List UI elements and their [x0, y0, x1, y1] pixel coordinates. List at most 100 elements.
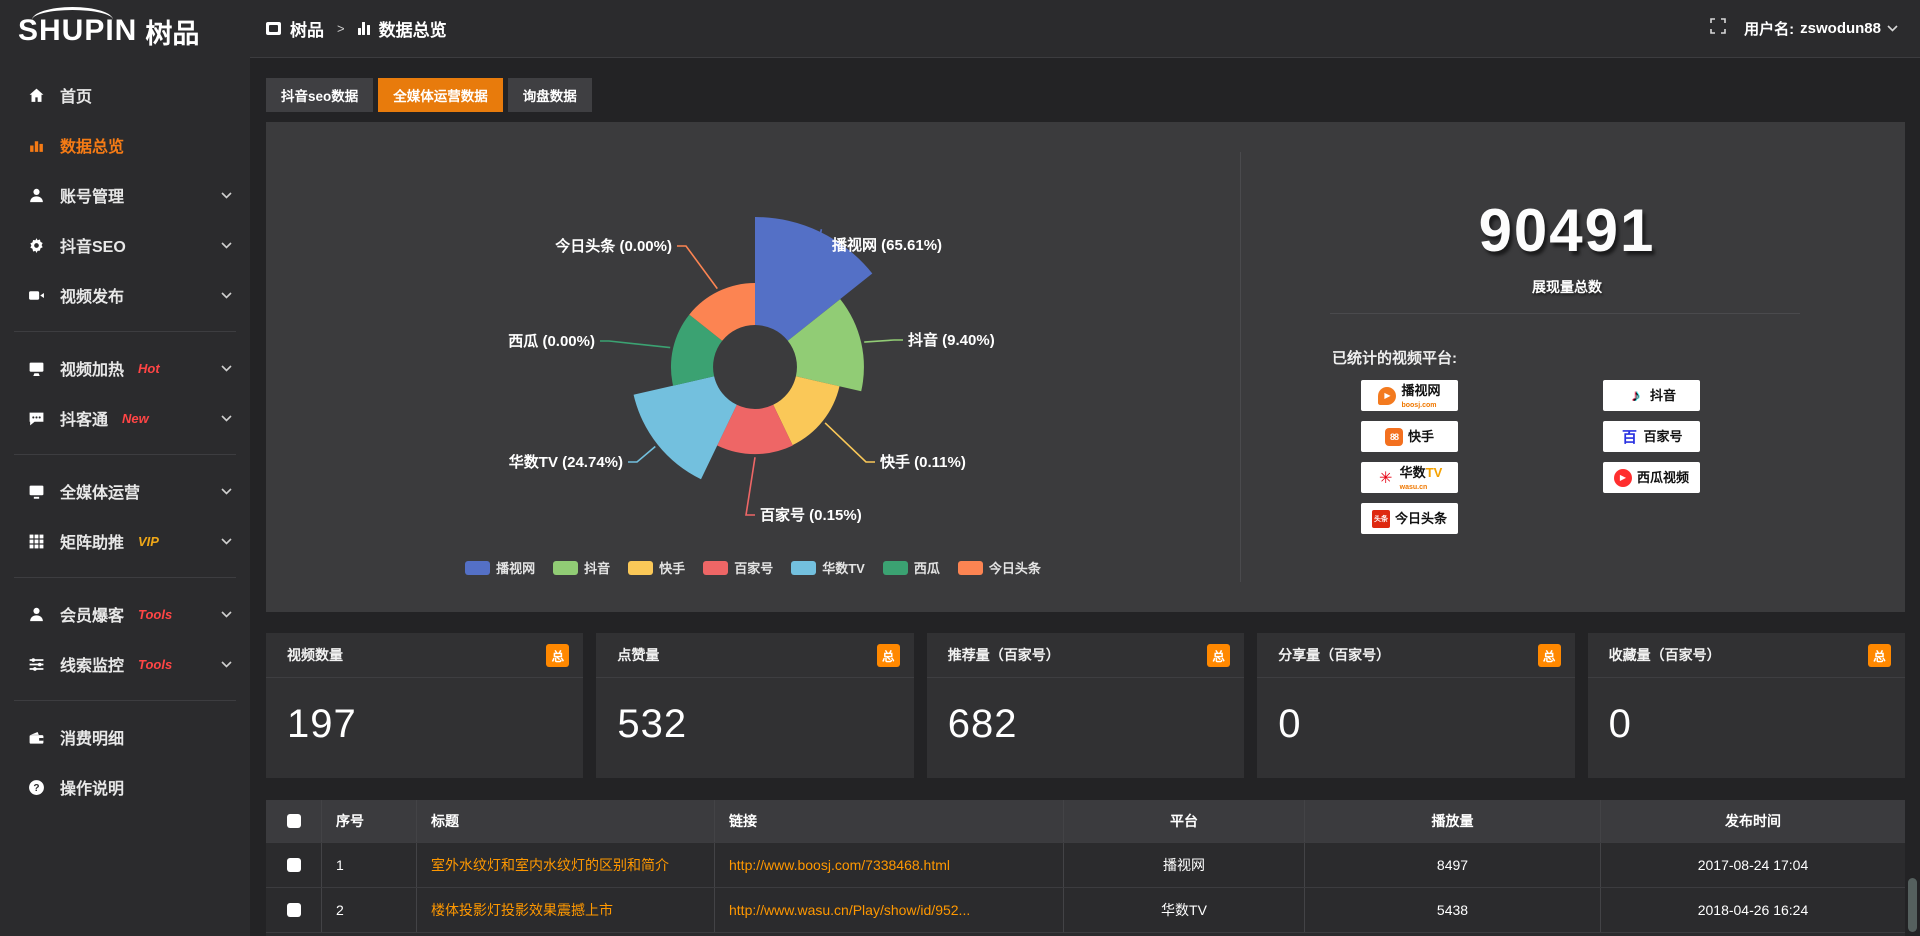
- rose-pie-chart[interactable]: 播视网 (65.61%) 抖音 (9.40%) 快手 (0.11%) 百家号 (0.1…: [266, 122, 1905, 612]
- platform-name: 百家号: [1643, 428, 1683, 444]
- legend-swatch: [628, 560, 654, 575]
- total-badge: 总: [1207, 643, 1231, 667]
- sidebar-item-doukotong[interactable]: 抖客通 New: [0, 393, 250, 443]
- column-header-链接: 链接: [714, 800, 1063, 842]
- sidebar-item-label: 消费明细: [60, 731, 125, 748]
- chevron-down-icon: [221, 186, 232, 204]
- legend-item-抖音[interactable]: 抖音: [553, 558, 610, 577]
- home-icon: [28, 87, 45, 104]
- row-checkbox[interactable]: [286, 903, 301, 917]
- sidebar-item-video-heat[interactable]: 视频加热 Hot: [0, 343, 250, 393]
- sidebar-item-label: 抖音SEO: [60, 239, 126, 256]
- main-content: 抖音seo数据 全媒体运营数据 询盘数据 播视网 (65.61%) 抖音 (9.40%…: [250, 58, 1920, 936]
- column-header-序号: 序号: [321, 800, 416, 842]
- vip-tag: VIP: [138, 533, 159, 549]
- cell-title[interactable]: 室外水纹灯和室内水纹灯的区别和简介: [416, 843, 714, 887]
- hot-tag: Hot: [138, 360, 160, 376]
- username-menu[interactable]: 用户名: zswodun88: [1744, 18, 1898, 39]
- tab-抖音seo数据[interactable]: 抖音seo数据: [266, 78, 374, 112]
- sidebar-item-label: 视频加热: [60, 362, 125, 379]
- pie-slice-西瓜[interactable]: [670, 314, 723, 386]
- sidebar-item-account[interactable]: 账号管理: [0, 170, 250, 220]
- sidebar-item-douyin-seo[interactable]: 抖音SEO: [0, 220, 250, 270]
- pie-label-西瓜: 西瓜 (0.00%): [508, 333, 595, 350]
- legend-item-快手[interactable]: 快手: [628, 558, 685, 577]
- stat-card-label: 视频数量: [287, 647, 343, 663]
- legend-label: 百家号: [734, 561, 774, 576]
- stat-cards: 视频数量总 197 点赞量总 532 推荐量（百家号）总 682 分享量（百家号）总 0 收藏量…: [266, 633, 1905, 778]
- tools-tag: Tools: [138, 606, 173, 622]
- pie-slice-播视网[interactable]: [755, 217, 873, 341]
- stat-card-分享量（百家号）: 分享量（百家号） 总 0: [1257, 633, 1575, 778]
- cell-index: 1: [321, 843, 416, 887]
- chevron-down-icon: [1887, 25, 1898, 32]
- row-checkbox[interactable]: [286, 858, 301, 872]
- sidebar-item-matrix-boost[interactable]: 矩阵助推 VIP: [0, 516, 250, 566]
- sidebar-item-data-overview[interactable]: 数据总览: [0, 120, 250, 170]
- legend-label: 播视网: [496, 561, 536, 576]
- tab-全媒体运营数据[interactable]: 全媒体运营数据: [378, 78, 503, 112]
- boosj-icon: ▶: [1378, 386, 1397, 405]
- panel-divider: [1240, 152, 1241, 582]
- legend-item-播视网[interactable]: 播视网: [465, 558, 535, 577]
- legend-item-西瓜[interactable]: 西瓜: [882, 558, 940, 577]
- platform-logo-播视网: ▶ 播视网 boosj.com: [1361, 380, 1458, 411]
- stat-card-收藏量（百家号）: 收藏量（百家号） 总 0: [1587, 633, 1905, 778]
- label-line-西瓜: [600, 340, 671, 349]
- cell-title[interactable]: 楼体投影灯投影效果震撼上市: [416, 888, 714, 932]
- platform-logo-抖音: ♪ 抖音: [1603, 380, 1700, 411]
- legend-item-华数TV[interactable]: 华数TV: [791, 558, 865, 577]
- select-all-checkbox[interactable]: [286, 814, 301, 828]
- chevron-down-icon: [221, 605, 232, 623]
- platform-name: 华数TV: [1399, 465, 1443, 480]
- legend-item-百家号[interactable]: 百家号: [703, 558, 773, 577]
- tab-询盘数据[interactable]: 询盘数据: [507, 78, 592, 112]
- platform-logo-快手: 88 快手: [1361, 421, 1458, 452]
- sidebar-item-lead-monitor[interactable]: 线索监控 Tools: [0, 639, 250, 689]
- pie-label-快手: 快手 (0.11%): [880, 453, 966, 471]
- sidebar-item-home[interactable]: 首页: [0, 70, 250, 120]
- stat-card-视频数量: 视频数量 总 197: [266, 633, 584, 778]
- breadcrumb-item-root[interactable]: 树品: [290, 21, 324, 40]
- stat-card-点赞量: 点赞量 总 532: [596, 633, 914, 778]
- kuaishou-icon: 88: [1384, 427, 1403, 446]
- sidebar-divider: [14, 331, 236, 332]
- pie-slice-快手[interactable]: [773, 376, 840, 446]
- username-value: zswodun88: [1800, 20, 1881, 37]
- breadcrumb: 树品 > 数据总览: [266, 16, 447, 41]
- sidebar-item-video-publish[interactable]: 视频发布: [0, 270, 250, 320]
- sidebar: SHUPIN 树品 首页 数据总览 账号管理 抖音SEO: [0, 0, 250, 936]
- pie-slice-抖音[interactable]: [787, 299, 864, 392]
- platform-logo-西瓜视频: ▶ 西瓜视频: [1603, 462, 1700, 493]
- cell-link[interactable]: http://www.boosj.com/7338468.html: [714, 843, 1063, 887]
- chat-bubble-icon: [28, 410, 45, 427]
- legend-swatch: [703, 560, 729, 575]
- stat-card-value: 197: [287, 702, 357, 746]
- pie-slice-百家号[interactable]: [717, 404, 793, 455]
- sidebar-item-help[interactable]: ? 操作说明: [0, 762, 250, 812]
- stat-card-value: 0: [1278, 702, 1302, 746]
- monitor-icon: [28, 360, 45, 377]
- scrollbar-thumb[interactable]: [1908, 878, 1917, 932]
- stat-card-value: 0: [1608, 702, 1632, 746]
- sidebar-divider: [14, 577, 236, 578]
- platform-logo-百家号: 百百家号: [1603, 421, 1700, 452]
- xigua-icon: ▶: [1613, 468, 1632, 487]
- column-header-标题: 标题: [416, 800, 714, 842]
- legend-label: 快手: [659, 561, 686, 576]
- table-row: 2 楼体投影灯投影效果震撼上市 http://www.wasu.cn/Play/sh…: [266, 887, 1905, 932]
- label-line-百家号: [745, 457, 756, 516]
- video-camera-icon: [28, 287, 45, 304]
- cell-link[interactable]: http://www.wasu.cn/Play/show/id/952...: [714, 888, 1063, 932]
- sidebar-item-spending-detail[interactable]: 消费明细: [0, 712, 250, 762]
- sidebar-item-media-operation[interactable]: 全媒体运营: [0, 466, 250, 516]
- sidebar-item-label: 线索监控: [60, 658, 125, 675]
- legend-swatch: [465, 560, 491, 575]
- pie-slice-华数TV[interactable]: [633, 376, 737, 480]
- sidebar-item-member-burst[interactable]: 会员爆客 Tools: [0, 589, 250, 639]
- summary-divider: [1330, 313, 1800, 314]
- fullscreen-icon[interactable]: [1710, 18, 1726, 39]
- breadcrumb-item-current[interactable]: 数据总览: [378, 21, 447, 40]
- legend-item-今日头条[interactable]: 今日头条: [957, 558, 1041, 577]
- pie-slice-今日头条[interactable]: [689, 283, 755, 341]
